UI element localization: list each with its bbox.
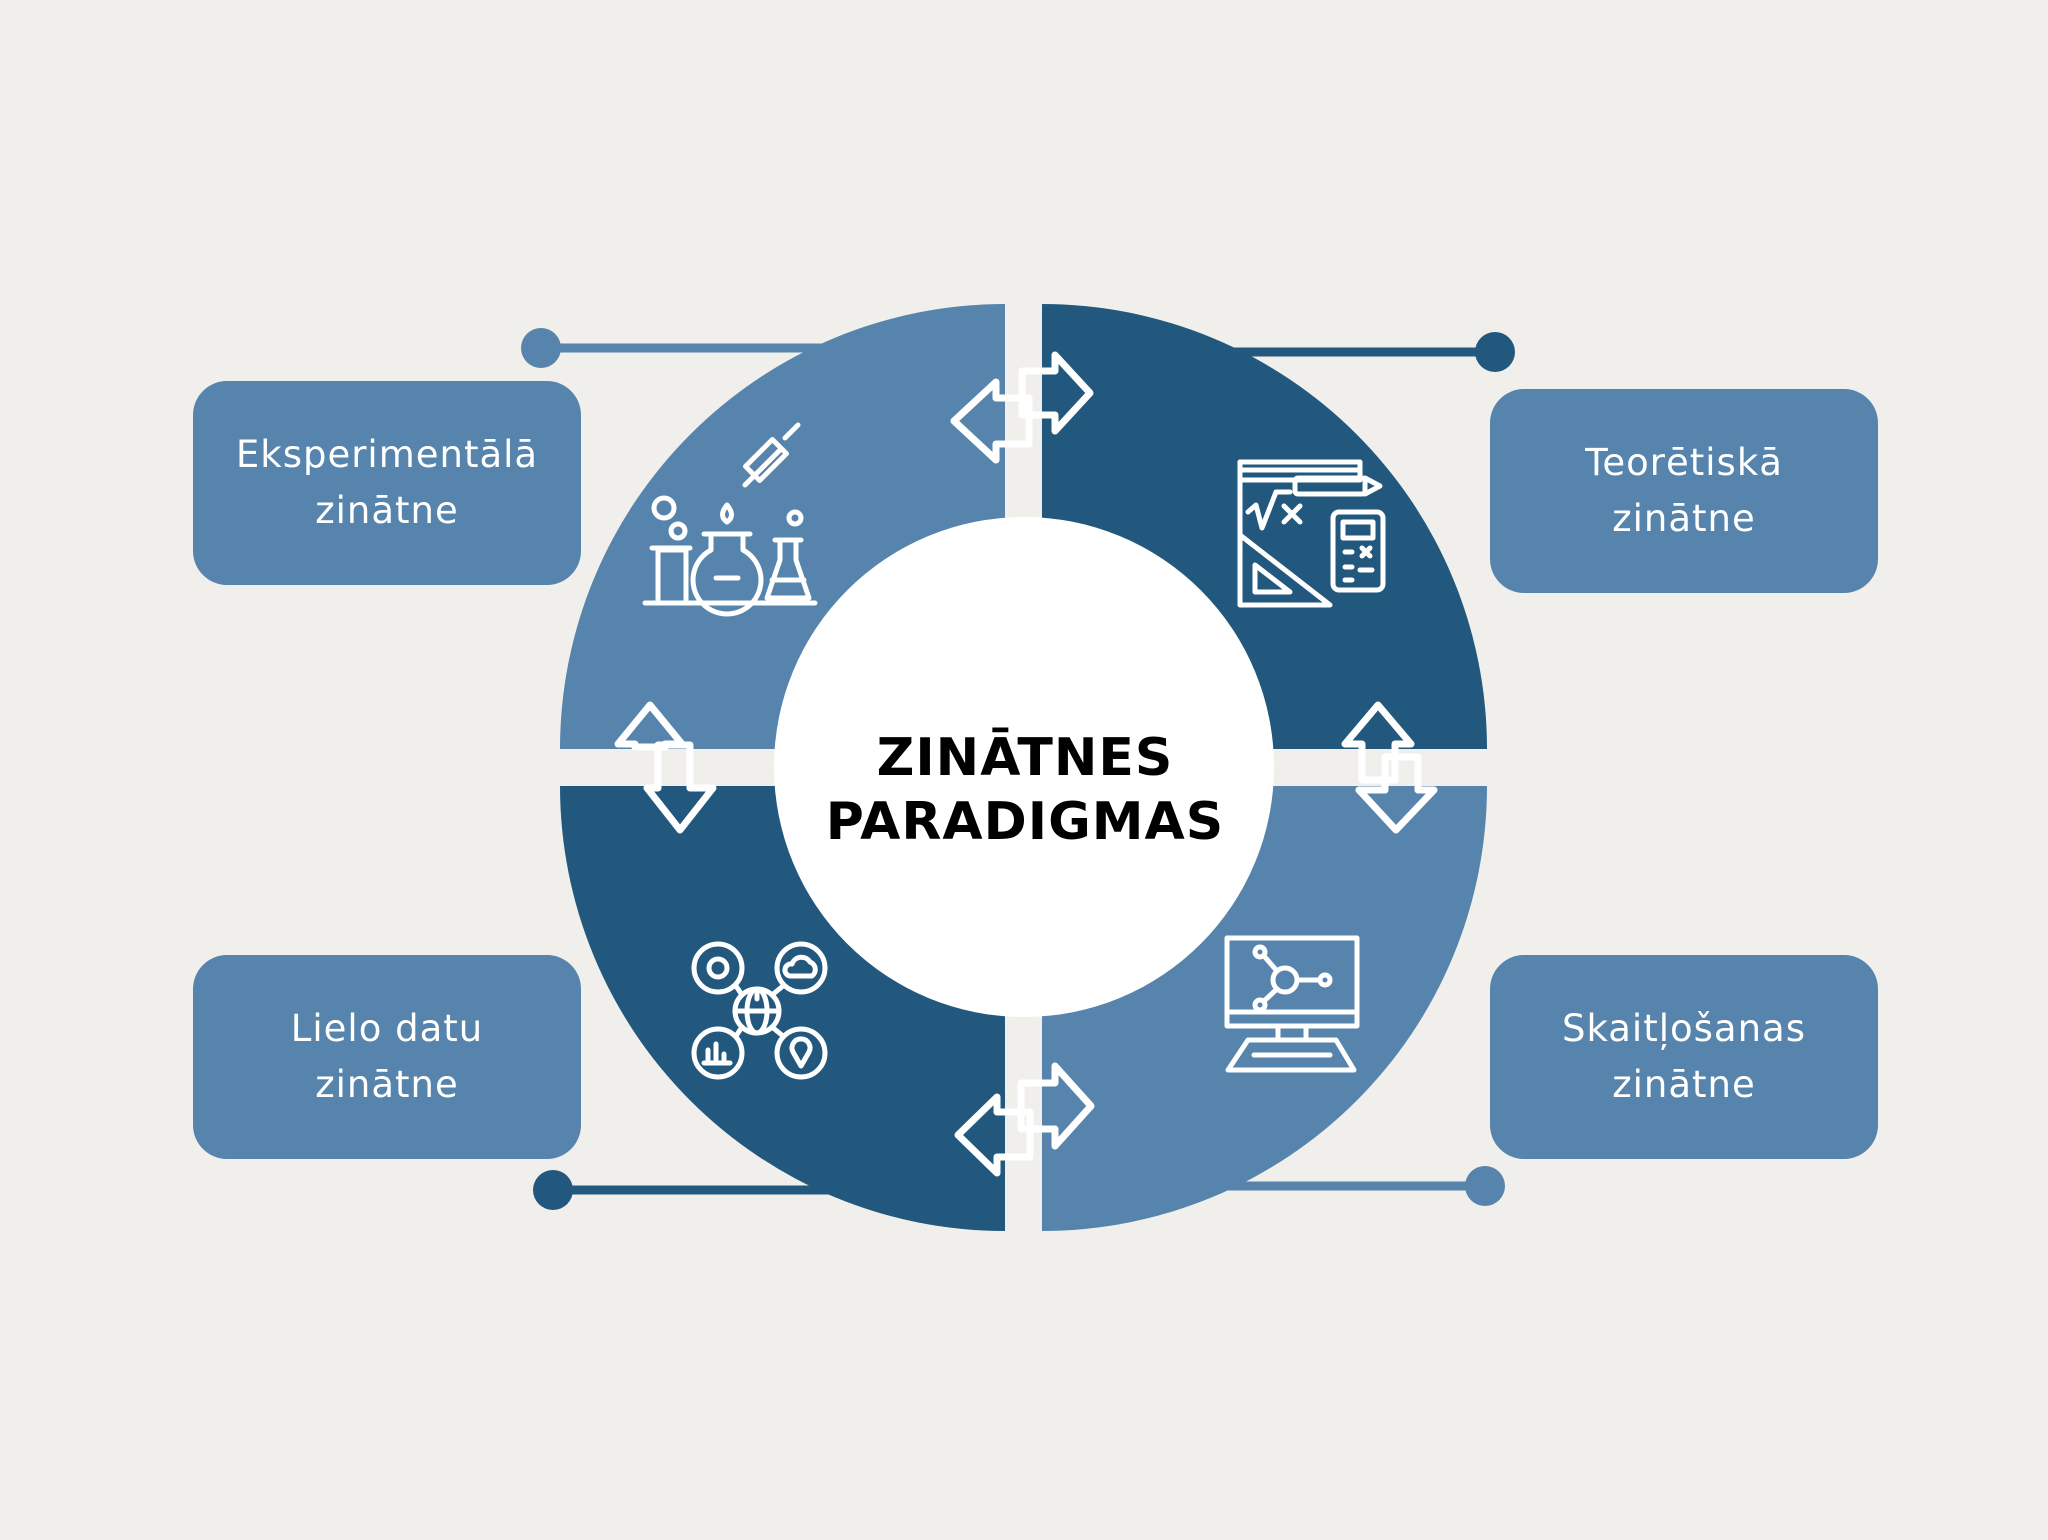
data-network-icon (691, 941, 828, 1080)
label-bigdata-line-2: zinātne (315, 1063, 459, 1106)
computer-network-icon (1224, 935, 1360, 1073)
center-title-line-2: PARADIGMAS (825, 792, 1225, 852)
laboratory-flasks-icon (642, 422, 818, 617)
center-title-line-1: ZINĀTNES (876, 728, 1174, 788)
label-computational-line-1: Skaitļošanas (1562, 1007, 1806, 1050)
label-computational-line-2: zinātne (1612, 1063, 1756, 1106)
label-experimental-line-1: Eksperimentālā (235, 433, 539, 476)
center-circle (774, 517, 1274, 1017)
label-box-computational: Skaitļošanas zinātne (1490, 955, 1878, 1159)
center-title: ZINĀTNES PARADIGMAS (775, 720, 1275, 860)
double-arrow-top-icon (950, 351, 1094, 464)
label-theoretical-line-2: zinātne (1612, 497, 1756, 540)
connector-top-right (1215, 332, 1515, 372)
label-theoretical-line-1: Teorētiskā (1585, 441, 1783, 484)
label-box-bigdata: Lielo datu zinātne (193, 955, 581, 1159)
double-arrow-left-icon (614, 701, 717, 834)
connector-top-left (521, 328, 830, 368)
connector-bottom-right (1215, 1166, 1505, 1206)
label-experimental-line-2: zinātne (315, 489, 459, 532)
label-bigdata-line-1: Lielo datu (290, 1007, 484, 1050)
connector-bottom-left (533, 1170, 830, 1210)
math-tools-icon (1237, 459, 1386, 608)
label-box-experimental: Eksperimentālā zinātne (193, 381, 581, 585)
label-box-theoretical: Teorētiskā zinātne (1490, 389, 1878, 593)
double-arrow-bottom-icon (954, 1062, 1095, 1177)
double-arrow-right-icon (1341, 701, 1438, 834)
